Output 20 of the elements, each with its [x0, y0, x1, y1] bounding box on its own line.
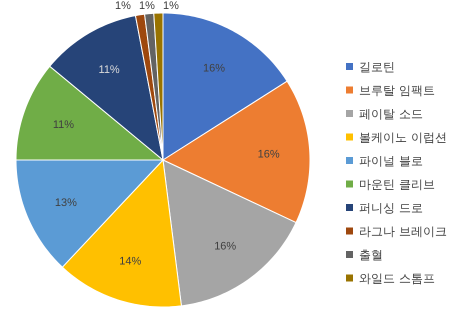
data-label: 1% [163, 0, 180, 12]
data-label: 16% [258, 148, 280, 160]
data-label: 13% [54, 197, 78, 210]
data-label: 16% [214, 240, 236, 253]
data-label: 11% [98, 64, 120, 76]
legend-label: 와일드 스톰프 [359, 272, 435, 286]
legend-label: 마운틴 클리브 [359, 178, 435, 192]
legend-label: 라그나 브레이크 [359, 224, 447, 238]
data-label: 16% [202, 62, 226, 74]
legend-label: 브루탈 임팩트 [359, 84, 435, 98]
legend-label: 퍼니싱 드로 [359, 201, 423, 215]
data-label: 14% [119, 256, 142, 268]
data-label: 1% [115, 0, 132, 12]
data-label: 1% [139, 0, 156, 12]
legend-label: 페이탈 소드 [359, 107, 423, 121]
legend-label: 출혈 [359, 248, 383, 262]
data-label: 11% [52, 119, 74, 132]
legend-label: 길로틴 [359, 60, 395, 74]
legend-label: 볼케이노 이럽션 [359, 130, 447, 144]
legend-label: 파이널 블로 [359, 154, 423, 168]
